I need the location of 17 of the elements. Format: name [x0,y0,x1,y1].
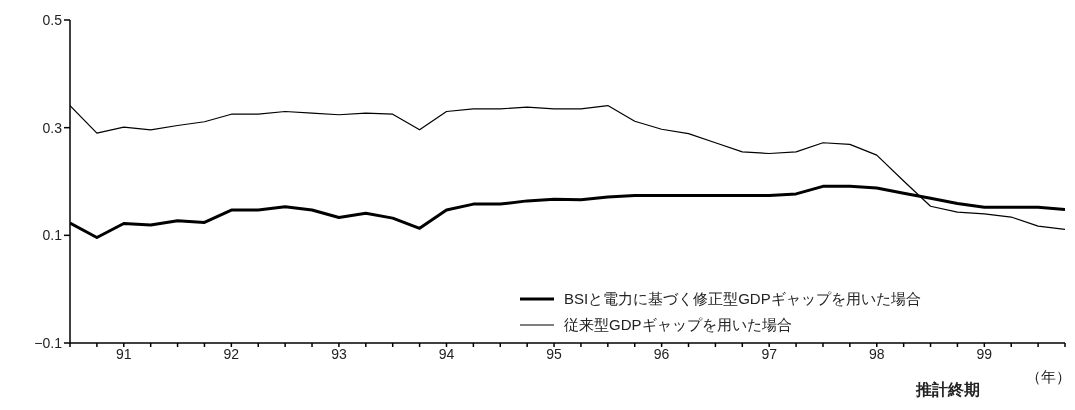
x-tick-label: 94 [438,345,455,362]
y-tick-label: −0.1 [34,334,63,351]
x-tick-label: 92 [223,345,240,362]
x-tick-label: 97 [761,345,778,362]
x-tick-label: 93 [331,345,347,362]
legend-label: 従来型GDPギャップを用いた場合 [564,315,792,335]
y-tick-label: 0.5 [42,11,63,28]
x-tick-label: 98 [868,345,885,362]
legend-label: BSIと電力に基づく修正型GDPギャップを用いた場合 [564,289,921,309]
x-tick-label: 95 [546,345,563,362]
x-tick-label: 99 [976,345,993,362]
x-axis-title: 推計終期 [916,380,980,400]
y-tick-label: 0.1 [42,227,63,244]
x-tick-label: 91 [115,345,132,362]
text: （年） [1026,368,1071,387]
x-tick-label: 96 [653,345,670,362]
y-tick-label: 0.3 [42,119,63,136]
